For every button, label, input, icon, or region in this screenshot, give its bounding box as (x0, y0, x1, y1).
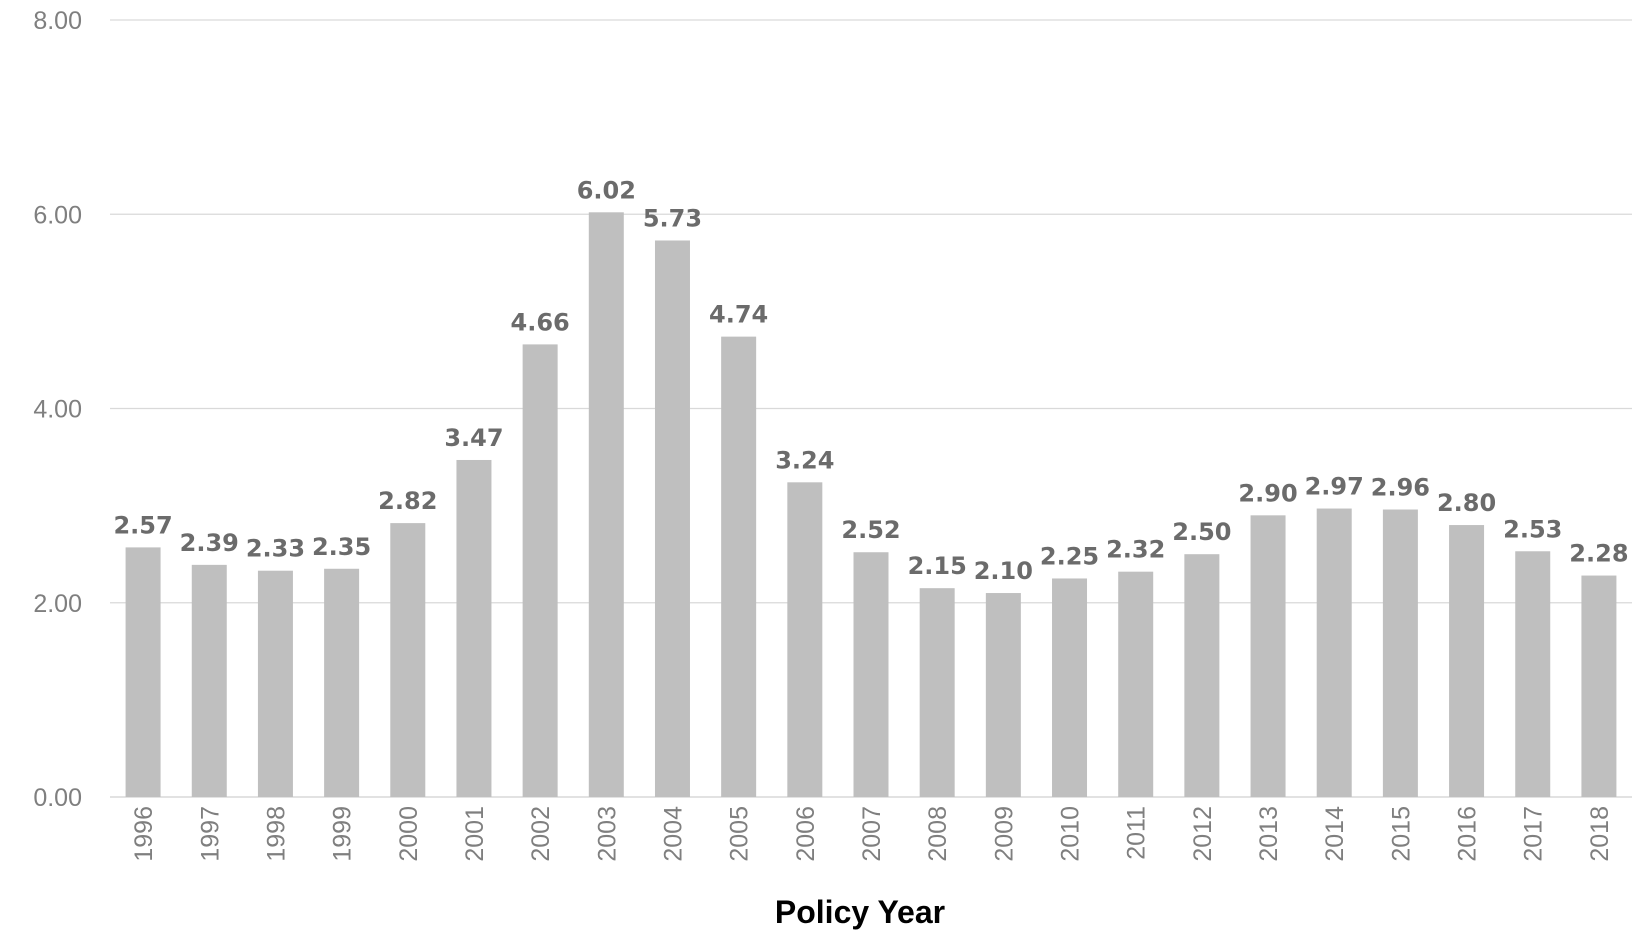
bar (1515, 551, 1551, 797)
data-label: 2.82 (378, 487, 437, 515)
bar (1184, 554, 1220, 797)
data-label: 2.52 (841, 516, 900, 544)
x-tick-label: 2000 (395, 806, 423, 862)
data-label: 6.02 (577, 176, 636, 204)
bar (787, 482, 823, 797)
x-tick-label: 2013 (1255, 806, 1283, 862)
x-tick-label: 1997 (196, 806, 224, 862)
data-label: 2.39 (180, 529, 239, 557)
y-tick-label: 6.00 (33, 201, 82, 229)
bar (1118, 571, 1154, 797)
data-label: 2.10 (974, 557, 1033, 585)
x-tick-label: 1996 (130, 806, 158, 862)
bar (654, 240, 690, 797)
bar (985, 593, 1021, 797)
bar (588, 212, 624, 797)
bar (1581, 575, 1617, 797)
x-tick-label: 2016 (1454, 806, 1482, 862)
y-tick-label: 4.00 (33, 396, 82, 424)
x-tick-label: 2001 (461, 806, 489, 862)
x-tick-label: 2004 (659, 806, 687, 862)
bar (390, 523, 426, 797)
y-tick-label: 0.00 (33, 784, 82, 812)
bar (1250, 515, 1286, 797)
bar (456, 459, 492, 797)
data-label: 2.28 (1569, 540, 1628, 568)
x-tick-label: 2005 (726, 806, 754, 862)
data-label: 4.66 (511, 308, 570, 336)
x-tick-label: 2017 (1520, 806, 1548, 862)
x-tick-label: 2014 (1321, 806, 1349, 862)
bar (257, 570, 293, 797)
bar (721, 336, 757, 797)
bar (853, 552, 889, 797)
x-tick-label: 2009 (990, 806, 1018, 862)
x-tick-label: 1999 (329, 806, 357, 862)
data-label: 2.15 (908, 552, 967, 580)
x-tick-label: 2003 (593, 806, 621, 862)
data-label: 2.96 (1371, 474, 1430, 502)
bars (125, 212, 1617, 797)
y-tick-label: 2.00 (33, 590, 82, 618)
x-tick-label: 2006 (792, 806, 820, 862)
bar (522, 344, 558, 797)
bar (1449, 525, 1485, 797)
y-tick-label: 8.00 (33, 7, 82, 35)
x-axis-ticks: 1996 1997 1998 1999 2000 2001 2002 2003 2004 2005… (130, 806, 1614, 862)
x-tick-label: 2002 (527, 806, 555, 862)
data-label: 3.47 (444, 424, 503, 452)
x-tick-label: 2015 (1387, 806, 1415, 862)
bar (324, 568, 360, 797)
x-tick-label: 2008 (924, 806, 952, 862)
bar (1316, 508, 1352, 797)
bar (125, 547, 161, 797)
x-tick-label: 2007 (858, 806, 886, 862)
bar (1052, 578, 1088, 797)
data-label: 2.35 (312, 533, 371, 561)
x-tick-label: 2011 (1123, 806, 1151, 860)
bar (191, 564, 227, 797)
data-label: 2.33 (246, 535, 305, 563)
data-label: 2.50 (1172, 518, 1231, 546)
data-label: 2.90 (1238, 479, 1297, 507)
data-labels: 2.57 2.39 2.33 2.352.82 3.47 4.66 6.025.73 4.74… (113, 176, 1628, 585)
x-tick-label: 2012 (1189, 806, 1217, 862)
data-label: 2.53 (1503, 515, 1562, 543)
data-label: 2.80 (1437, 489, 1496, 517)
data-label: 3.24 (775, 446, 834, 474)
data-label: 5.73 (643, 204, 702, 232)
data-label: 2.97 (1305, 473, 1364, 501)
x-tick-label: 2010 (1057, 806, 1085, 862)
x-tick-label: 2018 (1586, 806, 1614, 862)
x-axis-title: Policy Year (775, 894, 945, 930)
y-axis-ticks: 0.00 2.00 4.00 6.00 8.00 (33, 7, 82, 812)
x-tick-label: 1998 (262, 806, 290, 862)
bar (919, 588, 955, 797)
data-label: 2.32 (1106, 536, 1165, 564)
data-label: 4.74 (709, 301, 768, 329)
data-label: 2.25 (1040, 542, 1099, 570)
bar (1382, 509, 1418, 797)
data-label: 2.57 (113, 511, 172, 539)
